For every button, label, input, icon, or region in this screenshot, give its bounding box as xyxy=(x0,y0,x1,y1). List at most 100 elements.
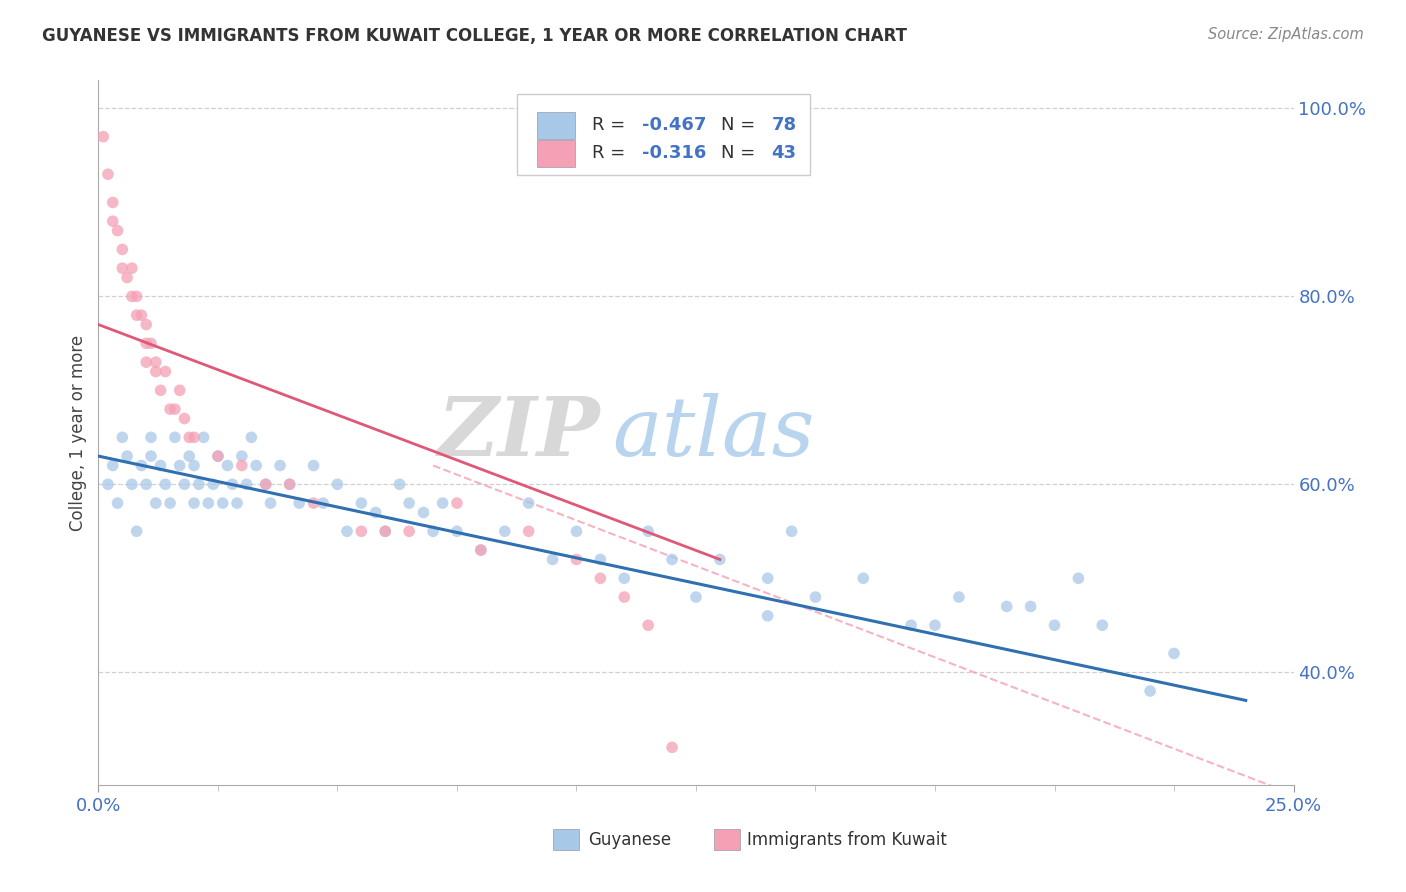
Point xyxy=(288,496,311,510)
Point xyxy=(995,599,1018,614)
Point xyxy=(312,496,335,510)
Point xyxy=(111,261,134,276)
Point xyxy=(398,524,420,539)
Point xyxy=(364,506,387,520)
Point xyxy=(1019,599,1042,614)
Point xyxy=(163,430,186,444)
Point xyxy=(159,496,181,510)
Point xyxy=(254,477,277,491)
Point xyxy=(155,365,177,379)
Point xyxy=(1043,618,1066,632)
Text: N =: N = xyxy=(721,116,761,134)
Point xyxy=(685,590,707,604)
Point xyxy=(350,496,373,510)
Point xyxy=(336,524,359,539)
Point xyxy=(169,384,191,398)
Point xyxy=(107,496,129,510)
Point xyxy=(852,571,875,585)
Point xyxy=(139,449,162,463)
Point xyxy=(412,506,434,520)
Text: 78: 78 xyxy=(772,116,796,134)
Point xyxy=(756,571,779,585)
Point xyxy=(245,458,267,473)
Point xyxy=(780,524,803,539)
Point xyxy=(139,336,162,351)
Point xyxy=(637,618,659,632)
Point xyxy=(637,524,659,539)
Point xyxy=(145,365,167,379)
Text: Source: ZipAtlas.com: Source: ZipAtlas.com xyxy=(1208,27,1364,42)
Point xyxy=(107,224,129,238)
Point xyxy=(470,543,492,558)
Point xyxy=(446,524,468,539)
Point xyxy=(125,308,148,322)
Point xyxy=(135,336,157,351)
Point xyxy=(259,496,281,510)
Point xyxy=(139,430,162,444)
Point xyxy=(350,524,373,539)
Point xyxy=(149,458,172,473)
Point xyxy=(613,571,636,585)
Point xyxy=(202,477,225,491)
Point xyxy=(115,449,138,463)
Point xyxy=(135,477,157,491)
Point xyxy=(1091,618,1114,632)
Point xyxy=(197,496,219,510)
Point xyxy=(1139,684,1161,698)
Y-axis label: College, 1 year or more: College, 1 year or more xyxy=(69,334,87,531)
Point xyxy=(97,477,120,491)
Point xyxy=(302,496,325,510)
Point xyxy=(111,243,134,257)
Text: atlas: atlas xyxy=(613,392,814,473)
Point xyxy=(183,458,205,473)
Point xyxy=(374,524,396,539)
Point xyxy=(446,496,468,510)
Point xyxy=(187,477,209,491)
Point xyxy=(145,355,167,369)
Point xyxy=(125,289,148,303)
Point xyxy=(155,477,177,491)
Point xyxy=(470,543,492,558)
Point xyxy=(91,129,114,144)
Point xyxy=(231,449,253,463)
Point xyxy=(709,552,731,566)
Point xyxy=(163,402,186,417)
Point xyxy=(211,496,233,510)
Point xyxy=(231,458,253,473)
Point xyxy=(183,430,205,444)
Point xyxy=(97,167,120,181)
Point xyxy=(589,552,612,566)
Point xyxy=(145,496,167,510)
Bar xyxy=(537,140,575,167)
Point xyxy=(398,496,420,510)
Point xyxy=(131,308,153,322)
Text: -0.467: -0.467 xyxy=(643,116,707,134)
FancyBboxPatch shape xyxy=(517,95,810,176)
Point xyxy=(1067,571,1090,585)
Point xyxy=(494,524,516,539)
Point xyxy=(422,524,444,539)
Point xyxy=(269,458,291,473)
Point xyxy=(517,496,540,510)
Point xyxy=(149,384,172,398)
Point xyxy=(159,402,181,417)
Point xyxy=(613,590,636,604)
Point xyxy=(302,458,325,473)
Point xyxy=(207,449,229,463)
Point xyxy=(121,477,143,491)
Point xyxy=(101,458,124,473)
Point xyxy=(1163,647,1185,661)
Point xyxy=(173,411,195,425)
Point xyxy=(278,477,301,491)
Point xyxy=(217,458,239,473)
Bar xyxy=(537,112,575,139)
Text: R =: R = xyxy=(592,144,631,161)
Point xyxy=(565,552,588,566)
Text: ZIP: ZIP xyxy=(437,392,600,473)
Text: Immigrants from Kuwait: Immigrants from Kuwait xyxy=(748,831,948,849)
Point xyxy=(756,608,779,623)
Point xyxy=(589,571,612,585)
Point xyxy=(101,195,124,210)
Point xyxy=(565,524,588,539)
Point xyxy=(121,261,143,276)
